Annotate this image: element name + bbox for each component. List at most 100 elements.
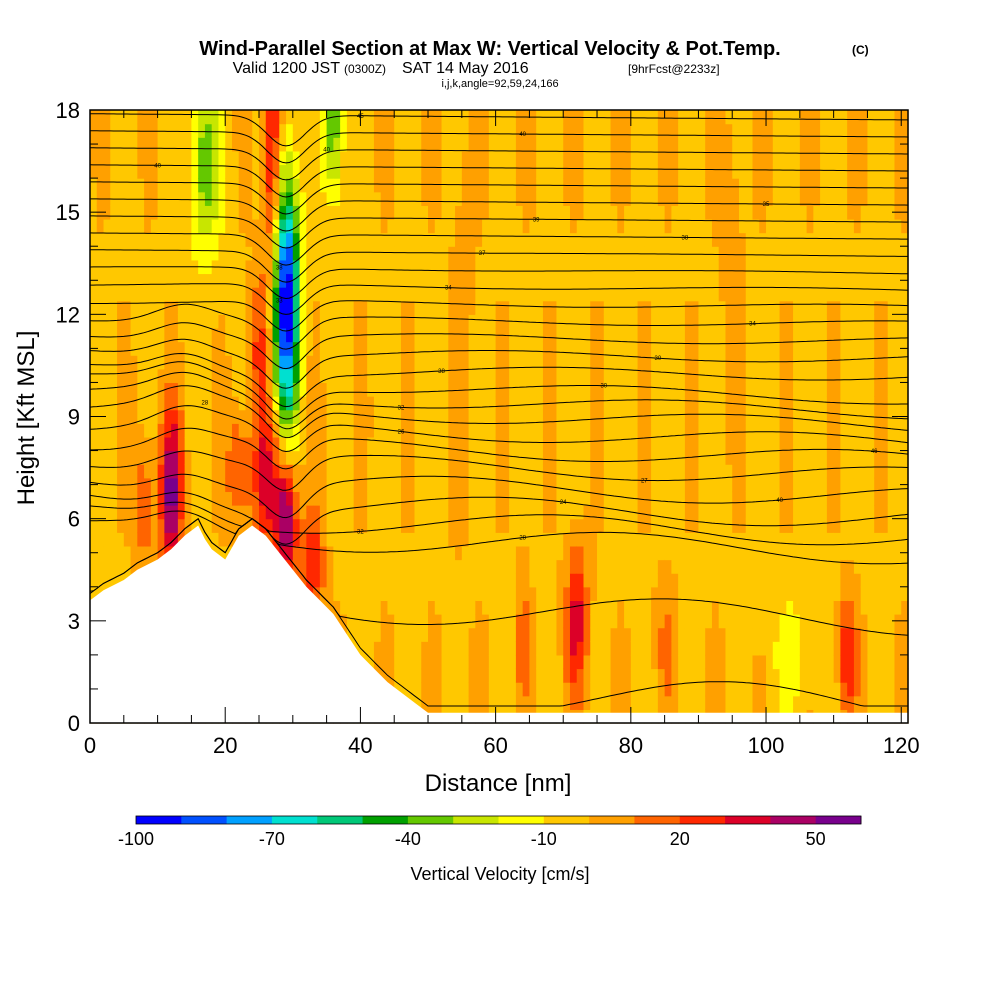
- velocity-cell: [265, 110, 274, 125]
- velocity-cell: [772, 232, 781, 247]
- velocity-cell: [772, 573, 781, 588]
- velocity-cell: [509, 559, 517, 574]
- velocity-cell: [657, 586, 666, 601]
- velocity-cell: [664, 545, 672, 561]
- velocity-cell: [766, 654, 774, 670]
- velocity-cell: [164, 246, 172, 261]
- velocity-cell: [833, 341, 841, 356]
- velocity-cell: [455, 614, 463, 629]
- velocity-cell: [414, 450, 422, 465]
- velocity-cell: [806, 396, 814, 411]
- velocity-cell: [603, 505, 612, 520]
- velocity-cell: [103, 137, 111, 152]
- velocity-cell: [313, 532, 321, 547]
- velocity-cell: [157, 178, 165, 193]
- velocity-cell: [495, 396, 503, 411]
- velocity-cell: [306, 218, 314, 234]
- velocity-cell: [705, 436, 713, 452]
- velocity-cell: [103, 300, 111, 315]
- velocity-cell: [373, 273, 382, 288]
- velocity-cell: [522, 191, 531, 206]
- velocity-cell: [522, 287, 531, 302]
- velocity-cell: [468, 436, 476, 452]
- velocity-cell: [698, 218, 706, 234]
- velocity-cell: [164, 327, 172, 343]
- velocity-cell: [326, 123, 334, 138]
- velocity-cell: [536, 505, 544, 520]
- velocity-cell: [468, 137, 476, 152]
- velocity-cell: [711, 668, 720, 683]
- velocity-cell: [394, 505, 402, 520]
- velocity-cell: [407, 191, 416, 206]
- velocity-cell: [651, 341, 659, 356]
- velocity-cell: [495, 518, 503, 533]
- velocity-cell: [272, 205, 280, 220]
- velocity-cell: [340, 409, 348, 424]
- velocity-cell: [569, 505, 578, 520]
- velocity-cell: [718, 205, 727, 220]
- velocity-cell: [657, 505, 666, 520]
- velocity-cell: [286, 545, 294, 561]
- velocity-cell: [373, 137, 382, 152]
- velocity-cell: [346, 573, 355, 588]
- velocity-cell: [367, 178, 375, 193]
- velocity-cell: [833, 518, 841, 533]
- velocity-cell: [509, 654, 517, 670]
- velocity-cell: [441, 232, 449, 247]
- velocity-cell: [407, 218, 416, 234]
- velocity-cell: [414, 532, 422, 547]
- velocity-cell: [529, 314, 537, 329]
- velocity-cell: [806, 232, 814, 247]
- velocity-cell: [684, 559, 693, 574]
- velocity-cell: [306, 409, 314, 424]
- velocity-cell: [191, 273, 199, 288]
- velocity-cell: [590, 409, 598, 424]
- velocity-cell: [144, 218, 152, 234]
- velocity-cell: [394, 614, 402, 629]
- velocity-cell: [806, 573, 814, 588]
- velocity-cell: [231, 368, 240, 384]
- velocity-cell: [373, 641, 382, 656]
- velocity-cell: [461, 559, 470, 574]
- velocity-cell: [556, 232, 564, 247]
- velocity-cell: [630, 614, 639, 629]
- velocity-cell: [509, 477, 517, 493]
- velocity-cell: [610, 682, 618, 697]
- velocity-cell: [434, 355, 443, 370]
- velocity-cell: [597, 586, 605, 601]
- velocity-cell: [644, 464, 652, 479]
- velocity-cell: [373, 382, 382, 397]
- velocity-cell: [644, 314, 652, 329]
- velocity-cell: [583, 273, 591, 288]
- velocity-cell: [292, 450, 301, 465]
- velocity-cell: [150, 341, 159, 356]
- velocity-cell: [786, 150, 794, 166]
- velocity-cell: [813, 382, 821, 397]
- velocity-cell: [394, 287, 402, 302]
- velocity-cell: [684, 573, 693, 588]
- velocity-cell: [779, 559, 787, 574]
- velocity-cell: [144, 464, 152, 479]
- velocity-cell: [563, 205, 571, 220]
- velocity-cell: [793, 246, 801, 261]
- velocity-cell: [617, 409, 625, 424]
- velocity-cell: [529, 436, 537, 452]
- velocity-cell: [123, 505, 132, 520]
- velocity-cell: [569, 641, 578, 656]
- velocity-cell: [292, 259, 301, 275]
- velocity-cell: [157, 137, 165, 152]
- velocity-cell: [333, 273, 341, 288]
- velocity-cell: [799, 450, 808, 465]
- velocity-cell: [272, 382, 280, 397]
- velocity-cell: [184, 205, 192, 220]
- velocity-cell: [103, 110, 111, 125]
- velocity-cell: [772, 355, 781, 370]
- valid-date: SAT 14 May 2016: [402, 60, 529, 77]
- velocity-cell: [624, 491, 632, 506]
- velocity-cell: [617, 450, 625, 465]
- velocity-cell: [110, 518, 118, 533]
- velocity-cell: [759, 259, 767, 275]
- velocity-cell: [536, 150, 544, 166]
- velocity-cell: [759, 123, 767, 138]
- velocity-cell: [110, 178, 118, 193]
